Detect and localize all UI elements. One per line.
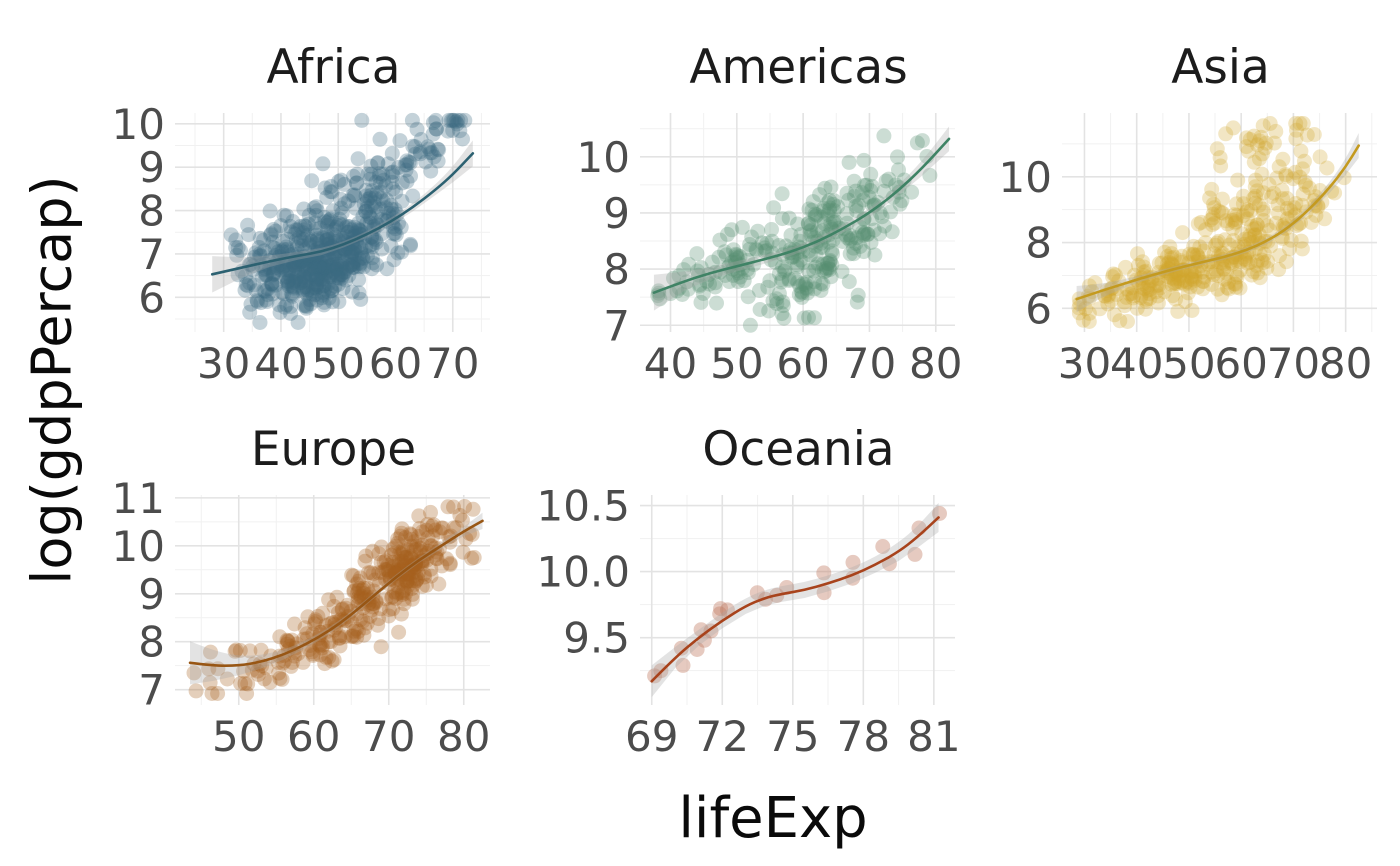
facet-africa: Africa 30 40 50 60 70 6 7 8 9 10 xyxy=(90,30,492,388)
svg-text:7: 7 xyxy=(138,666,165,715)
svg-text:8: 8 xyxy=(1025,219,1052,268)
facet-panel-americas: 40 50 60 70 80 7 8 9 10 xyxy=(577,113,962,388)
facet-title-africa: Africa xyxy=(266,40,401,95)
svg-text:70: 70 xyxy=(362,712,415,761)
svg-text:10: 10 xyxy=(999,153,1052,202)
svg-text:50: 50 xyxy=(212,712,265,761)
svg-text:8: 8 xyxy=(603,245,630,294)
svg-text:40: 40 xyxy=(1110,339,1163,388)
svg-text:11: 11 xyxy=(112,474,165,523)
svg-text:70: 70 xyxy=(843,339,896,388)
svg-text:70: 70 xyxy=(1267,339,1320,388)
svg-text:40: 40 xyxy=(644,339,697,388)
svg-text:9: 9 xyxy=(138,570,165,619)
y-axis-label: log(gdpPercap) xyxy=(20,175,84,585)
svg-text:6: 6 xyxy=(138,273,165,322)
svg-text:10.5: 10.5 xyxy=(536,482,630,531)
svg-text:40: 40 xyxy=(254,339,307,388)
svg-text:50: 50 xyxy=(312,339,365,388)
svg-text:10: 10 xyxy=(577,133,630,182)
facet-title-asia: Asia xyxy=(1171,40,1270,95)
x-axis-label: lifeExp xyxy=(678,786,868,851)
facet-europe: Europe 50 60 70 80 7 8 9 10 11 xyxy=(90,412,492,761)
svg-text:60: 60 xyxy=(1214,339,1267,388)
svg-text:10.0: 10.0 xyxy=(536,548,630,597)
svg-text:69: 69 xyxy=(625,712,678,761)
facet-asia: Asia 30 40 50 60 70 80 6 8 10 xyxy=(977,30,1379,388)
svg-text:30: 30 xyxy=(197,339,250,388)
svg-text:30: 30 xyxy=(1058,339,1111,388)
svg-text:10: 10 xyxy=(112,522,165,571)
svg-text:8: 8 xyxy=(138,618,165,667)
facet-oceania: Oceania 69 72 75 78 81 9.5 10.0 10.5 xyxy=(536,412,960,761)
svg-text:9.5: 9.5 xyxy=(563,614,630,663)
svg-text:81: 81 xyxy=(907,712,960,761)
svg-text:6: 6 xyxy=(1025,284,1052,333)
svg-text:60: 60 xyxy=(369,339,422,388)
svg-text:80: 80 xyxy=(909,339,962,388)
svg-text:50: 50 xyxy=(710,339,763,388)
facet-title-europe: Europe xyxy=(250,422,417,477)
svg-text:60: 60 xyxy=(776,339,829,388)
svg-text:72: 72 xyxy=(696,712,749,761)
svg-text:7: 7 xyxy=(138,230,165,279)
svg-text:60: 60 xyxy=(287,712,340,761)
facet-panel-oceania: 69 72 75 78 81 9.5 10.0 10.5 xyxy=(536,482,960,761)
svg-text:7: 7 xyxy=(603,301,630,350)
svg-text:9: 9 xyxy=(603,189,630,238)
svg-text:8: 8 xyxy=(138,187,165,236)
facet-title-americas: Americas xyxy=(689,40,908,95)
svg-text:80: 80 xyxy=(437,712,490,761)
facet-americas: Americas 40 50 60 70 80 7 8 9 10 xyxy=(555,30,963,388)
svg-text:80: 80 xyxy=(1319,339,1372,388)
svg-text:78: 78 xyxy=(837,712,890,761)
svg-text:9: 9 xyxy=(138,143,165,192)
svg-text:70: 70 xyxy=(426,339,479,388)
svg-text:10: 10 xyxy=(112,100,165,149)
svg-text:50: 50 xyxy=(1162,339,1215,388)
facet-title-oceania: Oceania xyxy=(702,422,895,477)
svg-text:75: 75 xyxy=(766,712,819,761)
